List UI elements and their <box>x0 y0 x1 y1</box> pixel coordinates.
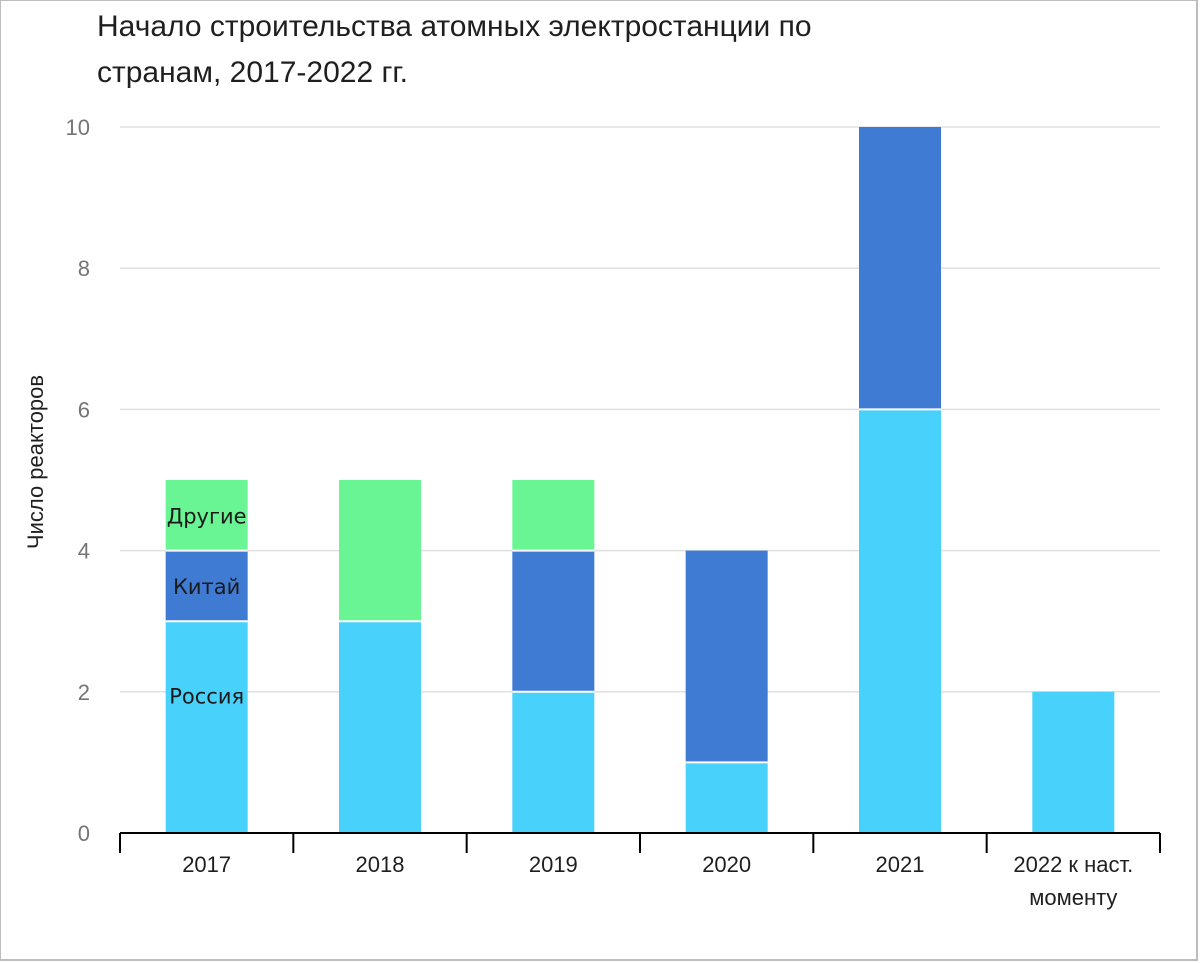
segment-label-2: Другие <box>167 504 247 528</box>
x-tick-label-0-line-0: 2017 <box>182 852 231 877</box>
x-tick-label-1-line-0: 2018 <box>356 852 405 877</box>
bar-2018-series-2 <box>339 480 421 622</box>
chart-title-line-2: странам, 2017-2022 гг. <box>97 56 408 89</box>
bar-2019-series-0 <box>512 691 595 833</box>
y-tick-label-8: 8 <box>78 256 90 281</box>
x-axis <box>119 832 1161 853</box>
bar-2019-series-1 <box>512 550 595 692</box>
x-axis-ticks: 2017 2018 2019 2020 2021 2022 к наст. моменту <box>182 852 1133 910</box>
x-tick-label-3-line-0: 2020 <box>702 852 751 877</box>
bar-2017-series-1 <box>165 550 248 622</box>
y-tick-label-0: 0 <box>78 821 90 846</box>
x-tick-label-5-line-0: 2022 к наст. <box>1013 852 1133 877</box>
y-tick-label-2: 2 <box>78 680 90 705</box>
segment-label-0: Россия <box>169 684 244 708</box>
y-axis-ticks: 0 2 4 6 8 10 <box>66 115 90 846</box>
bar-2021-series-1 <box>859 127 941 410</box>
bar-2018-series-0 <box>339 621 421 833</box>
chart-title-line-1: Начало строительства атомных электростан… <box>97 10 812 43</box>
bar-2022-series-0 <box>1032 691 1115 833</box>
bar-2019-series-2 <box>512 480 595 551</box>
bar-2020-series-0 <box>685 762 768 833</box>
bar-2017-series-2 <box>165 480 248 551</box>
bar-2020-series-1 <box>685 550 768 763</box>
x-tick-label-2-line-0: 2019 <box>529 852 578 877</box>
bar-2021-series-0 <box>859 409 941 833</box>
bar-2017-series-0 <box>165 621 248 833</box>
segment-labels: Россия Китай Другие <box>167 504 247 708</box>
y-tick-label-6: 6 <box>78 397 90 422</box>
y-axis-label: Число реакторов <box>23 375 48 549</box>
y-tick-label-10: 10 <box>66 115 90 140</box>
bars <box>165 127 1115 833</box>
gridlines <box>120 126 1160 693</box>
x-tick-label-4-line-0: 2021 <box>876 852 925 877</box>
segment-label-1: Китай <box>173 575 240 599</box>
y-tick-label-4: 4 <box>78 539 90 564</box>
x-tick-label-5-line-1: моменту <box>1029 885 1117 910</box>
